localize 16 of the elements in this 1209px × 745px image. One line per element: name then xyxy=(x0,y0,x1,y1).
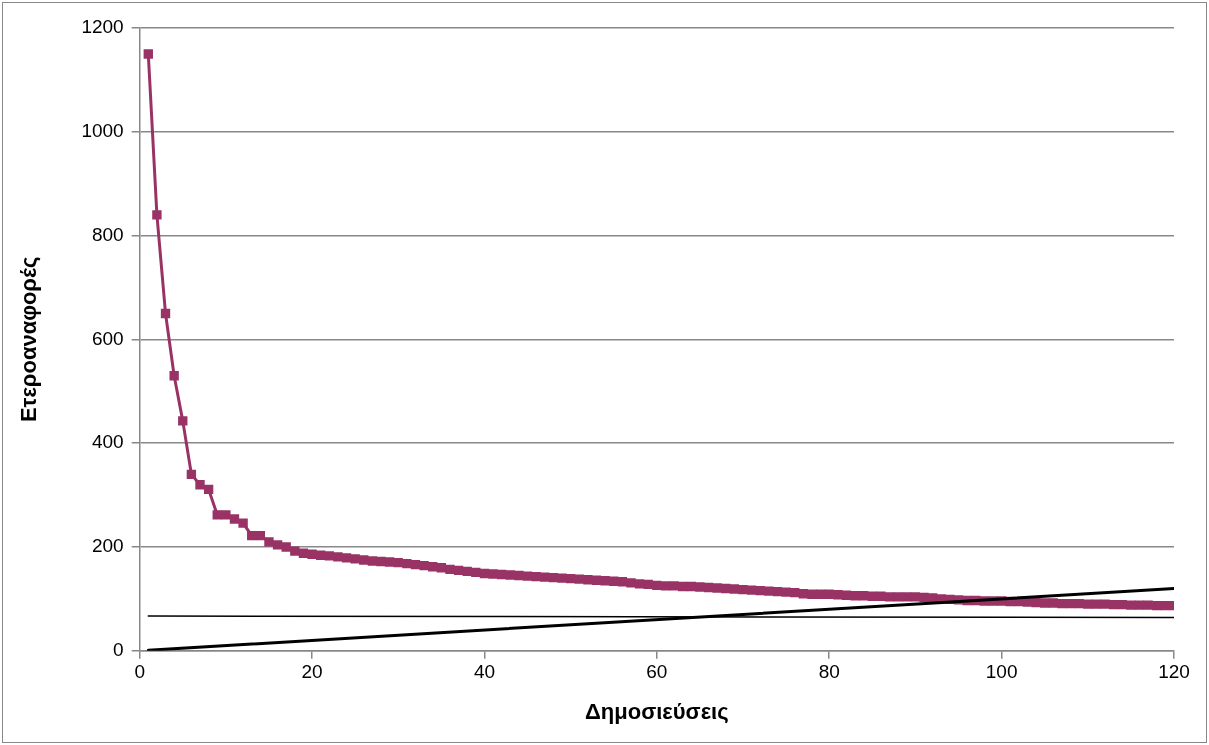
x-tick-label: 60 xyxy=(646,661,668,683)
x-tick-label: 120 xyxy=(1158,661,1190,683)
x-tick-label: 20 xyxy=(301,661,323,683)
y-axis-title: Ετεροαναφορές xyxy=(16,256,42,423)
y-tick-label: 400 xyxy=(91,431,124,453)
y-tick-label: 1200 xyxy=(81,16,124,38)
y-tick-label: 600 xyxy=(91,327,124,349)
x-tick-label: 80 xyxy=(818,661,840,683)
x-tick-label: 40 xyxy=(473,661,496,683)
y-tick-label: 1000 xyxy=(81,120,124,142)
y-tick-label: 200 xyxy=(91,535,124,557)
y-tick-label: 800 xyxy=(91,223,124,245)
x-tick-label: 100 xyxy=(985,661,1018,683)
x-axis-title: Δημοσιεύσεις xyxy=(585,698,729,724)
y-tick-label: 0 xyxy=(113,639,124,661)
x-tick-label: 0 xyxy=(134,661,145,683)
